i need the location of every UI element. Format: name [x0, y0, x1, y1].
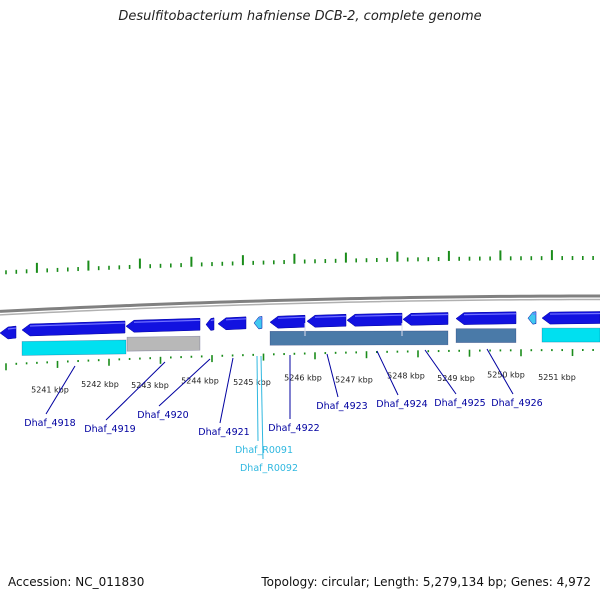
gene-label[interactable]: Dhaf_4924: [376, 399, 427, 410]
gene-arrow-highlight: [29, 322, 126, 327]
genome-summary-text: Topology: circular; Length: 5,279,134 bp…: [261, 575, 591, 589]
gene-arrow-highlight: [532, 313, 537, 315]
rna-arrow[interactable]: [527, 311, 537, 325]
gene-label[interactable]: Dhaf_4918: [24, 418, 75, 429]
kbp-label: 5250 kbp: [487, 370, 525, 379]
gene-arrow[interactable]: [541, 311, 600, 325]
label-leader: [326, 353, 339, 398]
label-leader: [260, 355, 264, 460]
gene-arrow-highlight: [314, 315, 347, 318]
label-leader: [376, 350, 399, 396]
gene-track: [0, 311, 600, 356]
label-leader: [158, 358, 211, 407]
label-leader: [105, 361, 166, 421]
gene-arrow-highlight: [463, 313, 517, 316]
kbp-label: 5245 kbp: [233, 378, 271, 387]
kbp-scale: 5241 kbp 5242 kbp 5243 kbp 5244 kbp 5245 kbp…: [31, 370, 576, 394]
gene-arrow[interactable]: [205, 317, 215, 331]
rna-label[interactable]: Dhaf_R0092: [240, 463, 298, 474]
kbp-label: 5246 kbp: [284, 374, 322, 383]
gene-arrow-highlight: [225, 318, 247, 321]
genome-backbone: [0, 294, 600, 316]
backbone-inner: [0, 298, 600, 316]
reverse-cds[interactable]: [269, 330, 449, 346]
reverse-cds[interactable]: [21, 339, 127, 356]
kbp-label: 5243 kbp: [131, 381, 169, 390]
gene-arrow[interactable]: [0, 325, 17, 340]
inner-tick-ring: [5, 349, 594, 371]
gene-label[interactable]: Dhaf_4920: [137, 410, 188, 421]
label-leader: [256, 355, 259, 442]
kbp-label: 5251 kbp: [538, 373, 576, 382]
kbp-label: 5248 kbp: [387, 372, 425, 381]
gene-arrow-highlight: [133, 319, 201, 323]
kbp-label: 5244 kbp: [181, 376, 219, 385]
label-leader: [486, 348, 514, 395]
kbp-label: 5242 kbp: [81, 380, 119, 389]
gene-label[interactable]: Dhaf_4919: [84, 424, 135, 435]
reverse-cds[interactable]: [455, 328, 517, 343]
gene-arrow[interactable]: [217, 316, 247, 331]
rna-label[interactable]: Dhaf_R0091: [235, 445, 293, 456]
gene-label[interactable]: Dhaf_4923: [316, 401, 367, 412]
backbone-outer: [0, 294, 600, 313]
outer-tick-ring: [5, 250, 594, 275]
genome-title: Desulfitobacterium hafniense DCB-2, comp…: [118, 9, 482, 24]
label-leader: [45, 365, 76, 415]
gene-label[interactable]: Dhaf_4921: [198, 427, 249, 438]
gene-arrow[interactable]: [21, 320, 126, 337]
gene-label[interactable]: Dhaf_4926: [491, 398, 542, 409]
gene-arrow-highlight: [210, 319, 215, 322]
reverse-cds[interactable]: [126, 335, 201, 352]
label-leader: [424, 349, 457, 395]
gene-arrow-highlight: [354, 314, 403, 317]
kbp-label: 5241 kbp: [31, 385, 69, 394]
gene-arrow-highlight: [258, 317, 263, 320]
kbp-label: 5249 kbp: [437, 374, 475, 383]
kbp-label: 5247 kbp: [335, 375, 373, 384]
label-leader: [219, 357, 234, 424]
label-leaders: [45, 348, 514, 460]
gene-arrow-highlight: [277, 316, 306, 319]
accession-text: Accession: NC_011830: [8, 575, 145, 589]
gene-label[interactable]: Dhaf_4925: [434, 398, 485, 409]
reverse-cds[interactable]: [541, 327, 600, 343]
gene-arrow-highlight: [7, 327, 17, 330]
rna-arrow[interactable]: [253, 316, 263, 330]
gene-arrow-highlight: [410, 313, 449, 316]
gene-label[interactable]: Dhaf_4922: [268, 423, 319, 434]
gene-arrow-highlight: [549, 312, 600, 315]
